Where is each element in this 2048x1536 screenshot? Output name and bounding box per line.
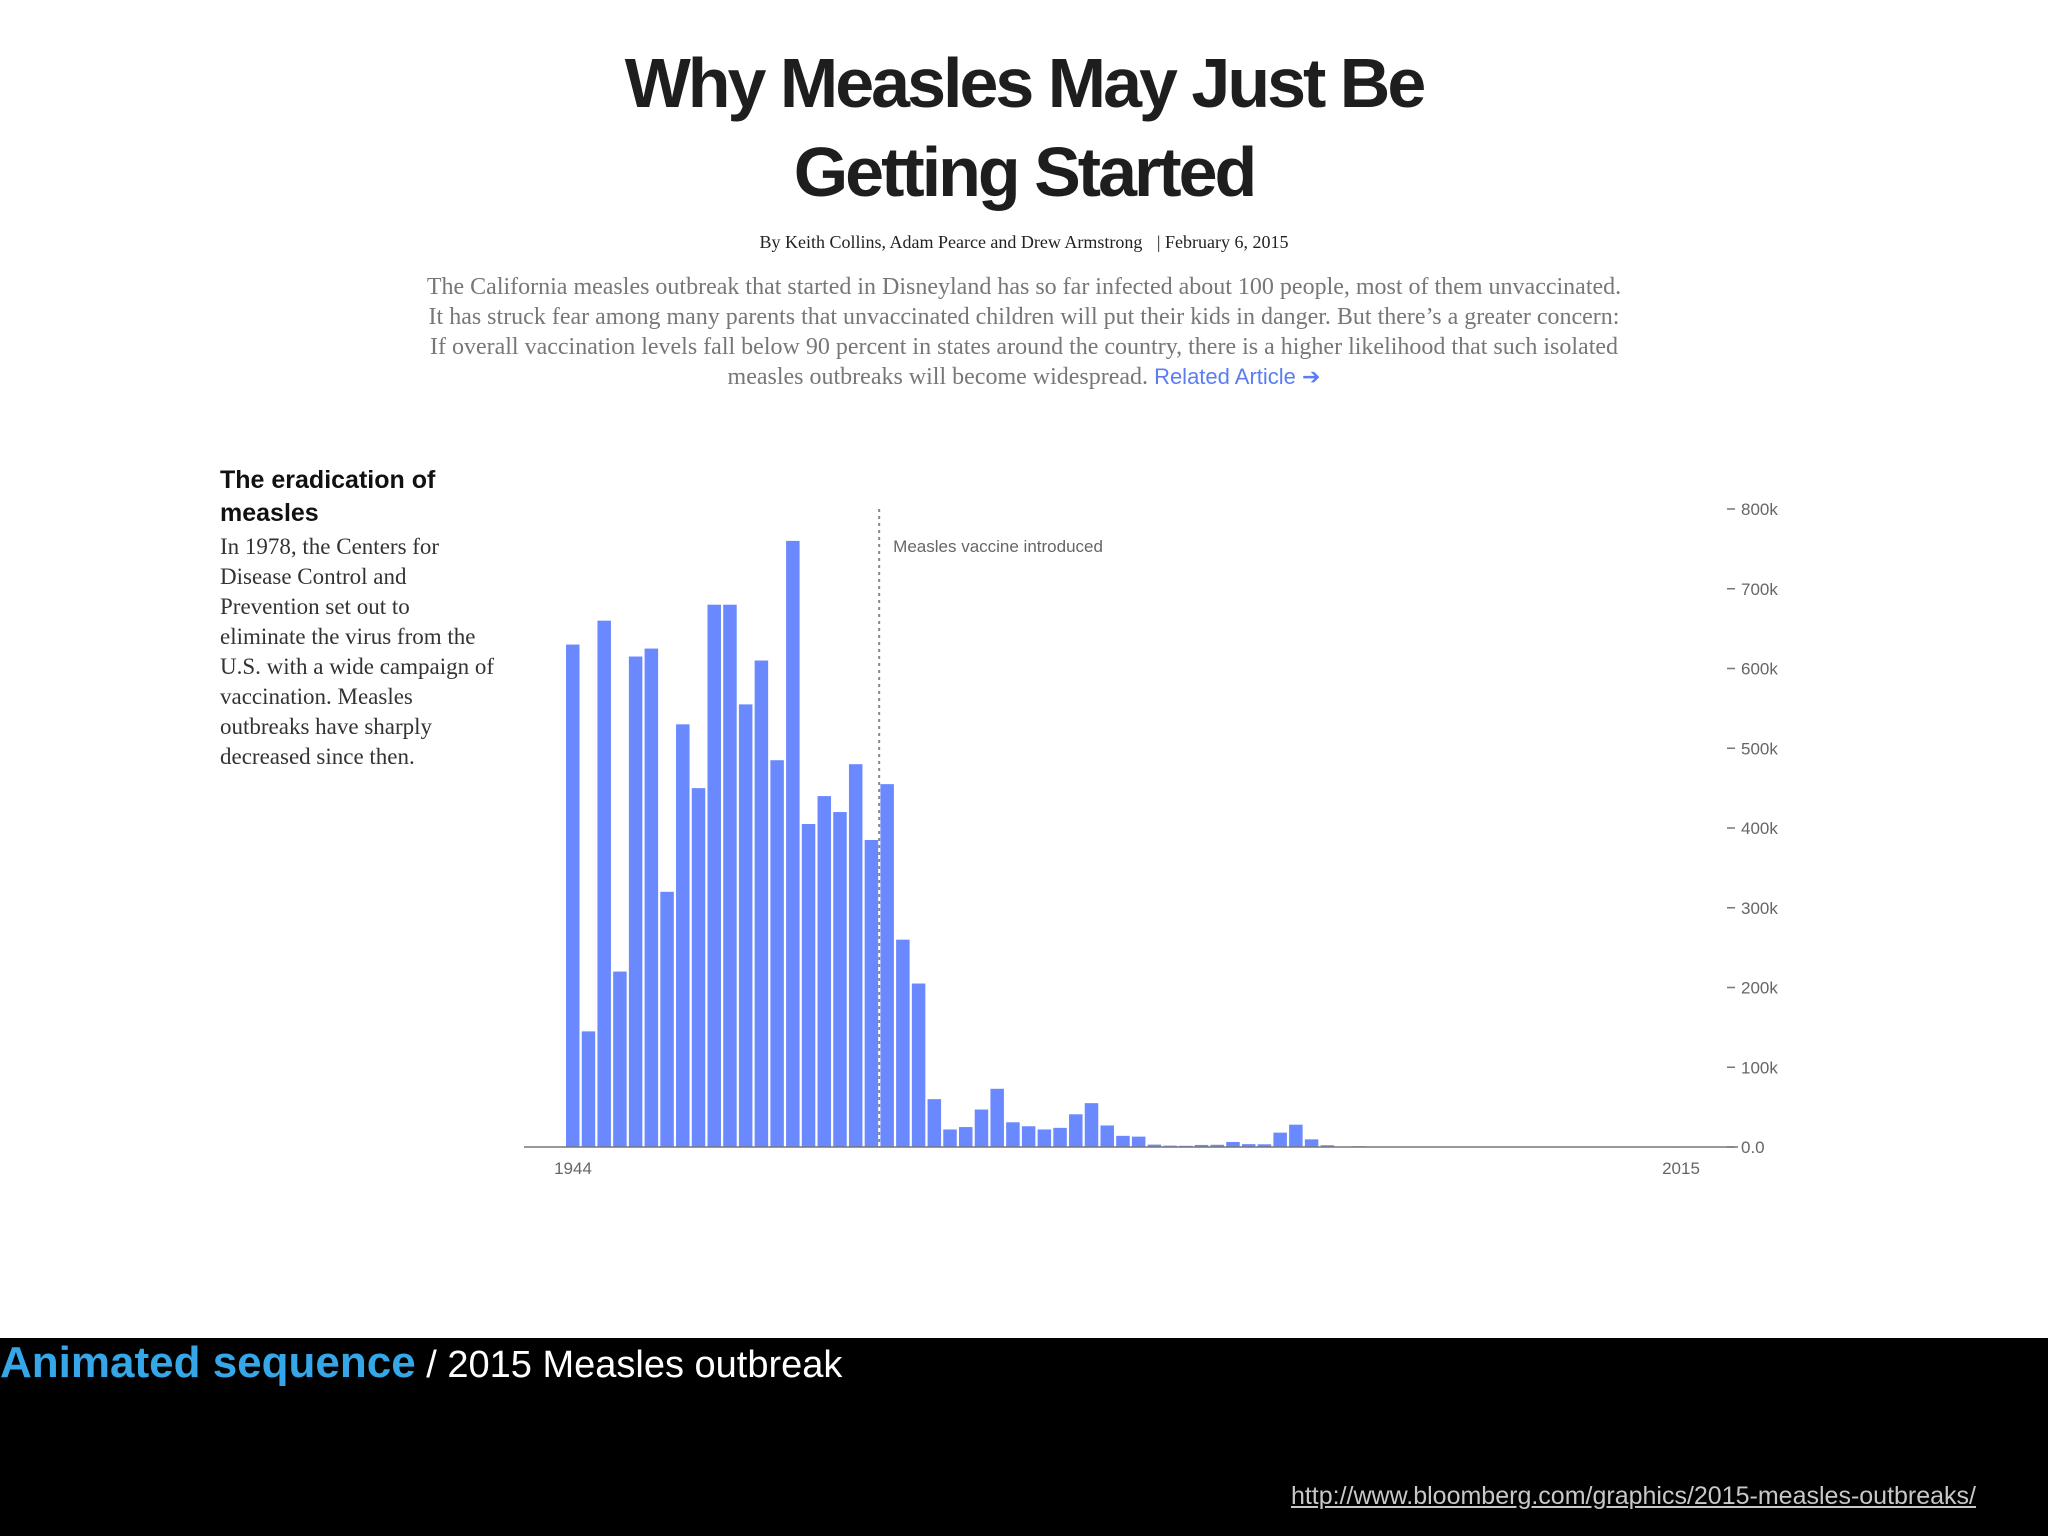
source-url-link[interactable]: http://www.bloomberg.com/graphics/2015-m…	[1290, 1482, 1976, 1510]
bar-1974	[1037, 1129, 1052, 1147]
bar-1980	[1131, 1136, 1146, 1147]
bar-1951	[676, 724, 690, 1147]
bar-1972	[1006, 1122, 1020, 1147]
bar-1979	[1116, 1135, 1130, 1147]
byline-authors: By Keith Collins, Adam Pearce and Drew A…	[759, 232, 1143, 252]
slide-footer	[0, 1338, 2048, 1536]
sidebar-title: The eradication of measles	[220, 466, 436, 527]
headline-line-1: Why Measles May Just Be	[624, 44, 1427, 122]
footer-accent-text: Animated sequence	[0, 1338, 416, 1387]
bar-1961	[833, 812, 847, 1147]
bar-1965	[896, 939, 910, 1147]
article-dek: The California measles outbreak that sta…	[424, 272, 1624, 392]
y-tick-label: 800k	[1741, 500, 1778, 519]
bar-1949	[644, 648, 659, 1147]
bar-1956	[754, 660, 769, 1147]
bar-1967	[927, 1099, 942, 1147]
bar-1964	[880, 784, 894, 1147]
bar-1958	[786, 540, 800, 1147]
x-tick-label: 1944	[554, 1159, 592, 1178]
bar-1970	[974, 1109, 989, 1147]
bar-1992	[1320, 1145, 1335, 1147]
bar-1987	[1241, 1144, 1256, 1147]
bar-1969	[959, 1127, 973, 1147]
bar-1960	[817, 796, 832, 1147]
byline-date: | February 6, 2015	[1156, 232, 1289, 252]
footer-caption-text: / 2015 Measles outbreak	[415, 1344, 843, 1386]
bar-1952	[691, 788, 706, 1147]
bar-1959	[801, 824, 816, 1147]
bar-1976	[1069, 1114, 1083, 1147]
bar-1990	[1289, 1124, 1303, 1147]
bar-1962	[848, 764, 863, 1147]
sidebar-body: In 1978, the Centers for Disease Control…	[220, 534, 495, 769]
y-tick-label: 700k	[1741, 580, 1778, 599]
footer-caption: Animated sequence / 2015 Measles outbrea…	[0, 1338, 842, 1388]
y-tick-label: 200k	[1741, 979, 1778, 998]
bar-1985	[1210, 1144, 1225, 1147]
bar-1984	[1194, 1144, 1209, 1147]
y-tick-label: 100k	[1741, 1058, 1778, 1077]
byline: By Keith Collins, Adam Pearce and Drew A…	[0, 232, 2048, 253]
bar-1978	[1100, 1125, 1114, 1147]
vaccine-annotation-label: Measles vaccine introduced	[893, 537, 1103, 556]
y-tick-label: 300k	[1741, 899, 1778, 918]
bar-1989	[1273, 1132, 1287, 1147]
related-article-link[interactable]: Related Article ➔	[1154, 364, 1321, 389]
bar-1946	[597, 620, 611, 1147]
y-tick-label: 600k	[1741, 660, 1778, 679]
bar-1986	[1226, 1141, 1240, 1147]
bar-1977	[1084, 1103, 1099, 1147]
bar-1957	[770, 760, 784, 1147]
y-tick-label: 400k	[1741, 819, 1778, 838]
bar-1944	[566, 644, 580, 1147]
bar-1991	[1304, 1139, 1319, 1147]
bar-1975	[1053, 1127, 1067, 1147]
chart-sidebar: The eradication of measles In 1978, the …	[220, 464, 500, 772]
bar-1953	[707, 604, 721, 1147]
bar-1947	[613, 971, 627, 1147]
bar-1973	[1021, 1126, 1036, 1147]
measles-bar-chart: 0.0 100k 200k 300k 400k 500k 600k 700k 800k 1944…	[524, 500, 1778, 1178]
dek-text: The California measles outbreak that sta…	[426, 274, 1622, 390]
bar-1966	[911, 983, 926, 1147]
bar-1988	[1257, 1144, 1272, 1147]
y-tick-label: 500k	[1741, 739, 1778, 758]
bar-1945	[581, 1031, 596, 1147]
bar-1955	[738, 704, 753, 1147]
bar-1950	[660, 891, 674, 1147]
bar-1981	[1147, 1144, 1162, 1147]
bar-1963	[864, 839, 879, 1147]
bar-1948	[628, 656, 643, 1147]
headline-line-2: Getting Started	[793, 133, 1258, 211]
y-tick-label: 0.0	[1741, 1138, 1765, 1157]
x-tick-label: 2015	[1662, 1159, 1700, 1178]
article-page: Why Measles May Just Be Getting Started …	[0, 44, 2048, 1178]
bar-1968	[943, 1129, 957, 1147]
bar-1954	[723, 604, 737, 1147]
bar-1971	[990, 1088, 1004, 1147]
